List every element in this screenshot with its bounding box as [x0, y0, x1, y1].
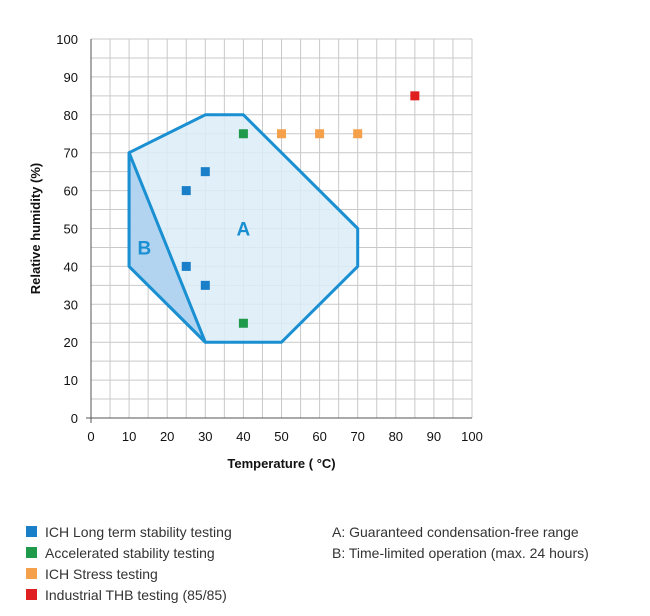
x-tick-label: 60 — [312, 429, 326, 444]
y-tick-label: 80 — [64, 108, 78, 123]
y-tick-label: 20 — [64, 335, 78, 350]
data-points — [181, 91, 420, 328]
x-tick-label: 80 — [389, 429, 403, 444]
region-b — [127, 151, 207, 344]
regions: AB — [127, 113, 360, 344]
x-tick-label: 0 — [87, 429, 94, 444]
x-tick-label: 30 — [198, 429, 212, 444]
x-tick-label: 100 — [461, 429, 483, 444]
data-point — [238, 318, 248, 328]
region-label-b: B — [137, 238, 151, 259]
data-point — [277, 129, 286, 139]
data-point — [200, 280, 210, 290]
legend-swatch — [26, 568, 37, 579]
y-tick-label: 0 — [71, 411, 78, 426]
legend-label: ICH Long term stability testing — [45, 523, 232, 540]
x-tick-label: 50 — [274, 429, 288, 444]
legend-label: Accelerated stability testing — [45, 544, 215, 561]
y-tick-label: 40 — [64, 259, 78, 274]
data-point — [315, 129, 325, 139]
region-label-a: A — [237, 220, 251, 241]
y-tick-label: 60 — [64, 184, 78, 199]
legend-swatch — [26, 547, 37, 558]
data-point — [410, 91, 420, 101]
x-axis-label: Temperature ( °C) — [227, 456, 335, 471]
region-note-b: B: Time-limited operation (max. 24 hours… — [332, 544, 589, 561]
legend-item: ICH Stress testing — [26, 563, 232, 584]
y-tick-label: 100 — [56, 32, 78, 47]
data-point — [200, 167, 210, 177]
legend-item: Industrial THB testing (85/85) — [26, 584, 232, 605]
region-note-a: A: Guaranteed condensation-free range — [332, 523, 579, 540]
x-tick-label: 10 — [122, 429, 136, 444]
y-tick-label: 90 — [64, 70, 78, 85]
legend-item: Accelerated stability testing — [26, 542, 232, 563]
y-axis-label: Relative humidity (%) — [28, 163, 43, 294]
chart: AB 0 10 20 30 40 50 60 70 80 90 100010203040506070… — [28, 32, 483, 471]
x-tick-label: 70 — [350, 429, 364, 444]
y-tick-label: 30 — [64, 297, 78, 312]
legend-item: ICH Long term stability testing — [26, 521, 232, 542]
legend-swatch — [26, 526, 37, 537]
data-point — [181, 186, 191, 196]
legend-swatch — [26, 589, 37, 600]
data-point — [238, 129, 248, 139]
y-tick-label: 50 — [64, 222, 78, 237]
legend: ICH Long term stability testing Accelera… — [26, 521, 232, 605]
x-tick-label: 40 — [236, 429, 250, 444]
region-notes: A: Guaranteed condensation-free range B:… — [332, 521, 589, 563]
axes — [86, 39, 472, 423]
x-tick-label: 90 — [427, 429, 441, 444]
data-point — [181, 261, 191, 271]
legend-label: Industrial THB testing (85/85) — [45, 586, 227, 603]
tick-labels: 0 10 20 30 40 50 60 70 80 90 100 0 10 20 30 40 50 60 70 80 9… — [56, 32, 483, 444]
x-tick-label: 20 — [160, 429, 174, 444]
y-tick-label: 70 — [64, 146, 78, 161]
y-tick-label: 10 — [64, 373, 78, 388]
legend-label: ICH Stress testing — [45, 565, 158, 582]
data-point — [353, 129, 363, 139]
